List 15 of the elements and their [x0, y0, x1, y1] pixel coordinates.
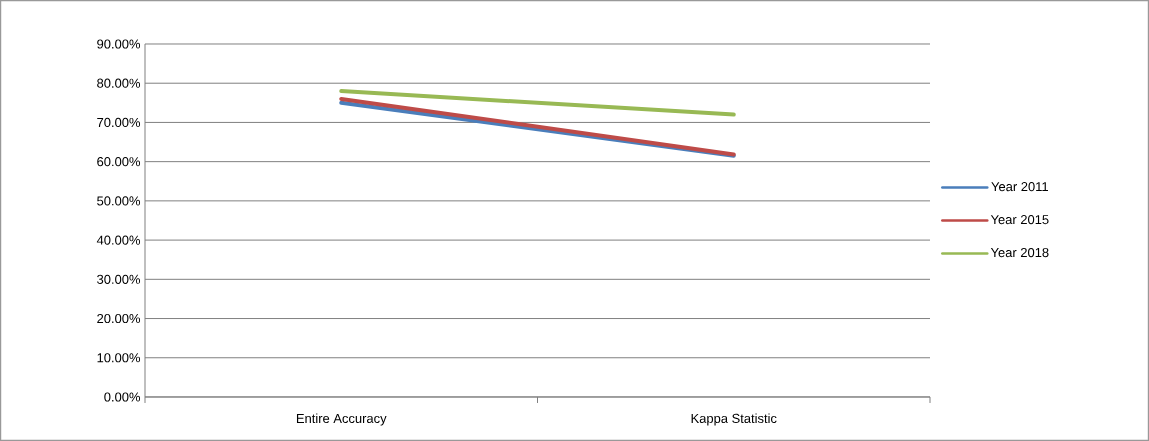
- legend-label: Year 2018: [990, 247, 1049, 258]
- y-tick-label: 40.00%: [96, 235, 141, 245]
- y-tick-label: 60.00%: [97, 157, 141, 167]
- x-tick-label: Entire Accuracy: [296, 413, 387, 426]
- y-tick-label: 50.00%: [97, 196, 141, 206]
- y-tick-label: 70.00%: [97, 117, 141, 128]
- y-tick-label: 30.00%: [97, 274, 141, 284]
- y-tick-label: 80.00%: [97, 78, 141, 88]
- y-tick-label: 20.00%: [97, 313, 141, 324]
- y-tick-label: 0.00%: [104, 392, 141, 402]
- legend-label: Year 2015: [990, 214, 1049, 225]
- legend-label: Year 2011: [991, 182, 1048, 192]
- y-tick-label: 10.00%: [97, 353, 141, 363]
- x-tick-label: Kappa Statistic: [691, 413, 777, 426]
- y-tick-label: 90.00%: [97, 39, 141, 49]
